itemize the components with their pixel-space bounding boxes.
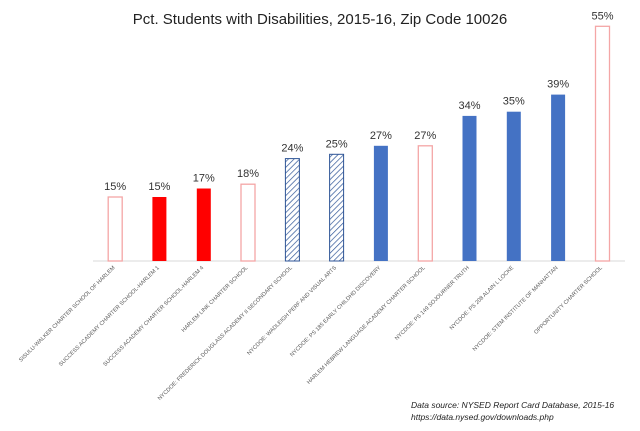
bar [506,111,521,261]
data-label: 55% [591,10,613,22]
data-label: 15% [104,181,126,193]
source-line-2: https://data.nysed.gov/downloads.php [411,412,554,422]
bar [284,158,300,262]
data-label: 25% [326,138,348,150]
data-label: 27% [414,130,436,142]
data-label: 34% [458,100,480,112]
bar [551,94,566,261]
source-line-1: Data source: NYSED Report Card Database,… [411,400,614,410]
data-label: 27% [370,130,392,142]
x-tick-label: SUCCESS ACADEMY CHARTER SCHOOL-HARLEM 1 [58,265,161,368]
data-label: 24% [281,143,303,155]
bar [594,25,611,262]
data-label: 17% [193,173,215,185]
bar [417,145,433,262]
x-tick-label: SISULU-WALKER CHARTER SCHOOL OF HARLEM [18,265,117,364]
tick-labels-group: SISULU-WALKER CHARTER SCHOOL OF HARLEMSU… [18,265,604,402]
data-labels-group: 15% 15% 17% 18% 24% 25% 27% 27% 34% 35% 39% 55% [104,10,614,193]
data-label: 35% [503,96,525,108]
bar [152,197,167,261]
x-tick-label: SUCCESS ACADEMY CHARTER SCHOOL-HARLEM 4 [102,265,205,368]
x-tick-label: NYCDOE: PS 185 EARLY CHILDHD DISCOVERY [289,265,382,358]
x-tick-label: NYCDOE: WADLEIGH PERF AND VISUAL ARTS [246,265,338,357]
bar [107,196,123,262]
data-label: 15% [148,181,170,193]
data-label: 18% [237,168,259,180]
bar [196,188,211,261]
chart-title: Pct. Students with Disabilities, 2015-16… [133,11,507,28]
x-tick-label: NYCDOE: STEM INSTITUTE OF MANHATTAN [472,265,560,353]
bar [462,115,477,262]
data-label: 39% [547,79,569,91]
bar [240,183,256,262]
bar [329,153,345,262]
bar [373,145,388,261]
x-tick-label: NYCDOE: PS 149 SOJOURNER TRUTH [394,265,471,342]
bars-group [107,25,611,262]
